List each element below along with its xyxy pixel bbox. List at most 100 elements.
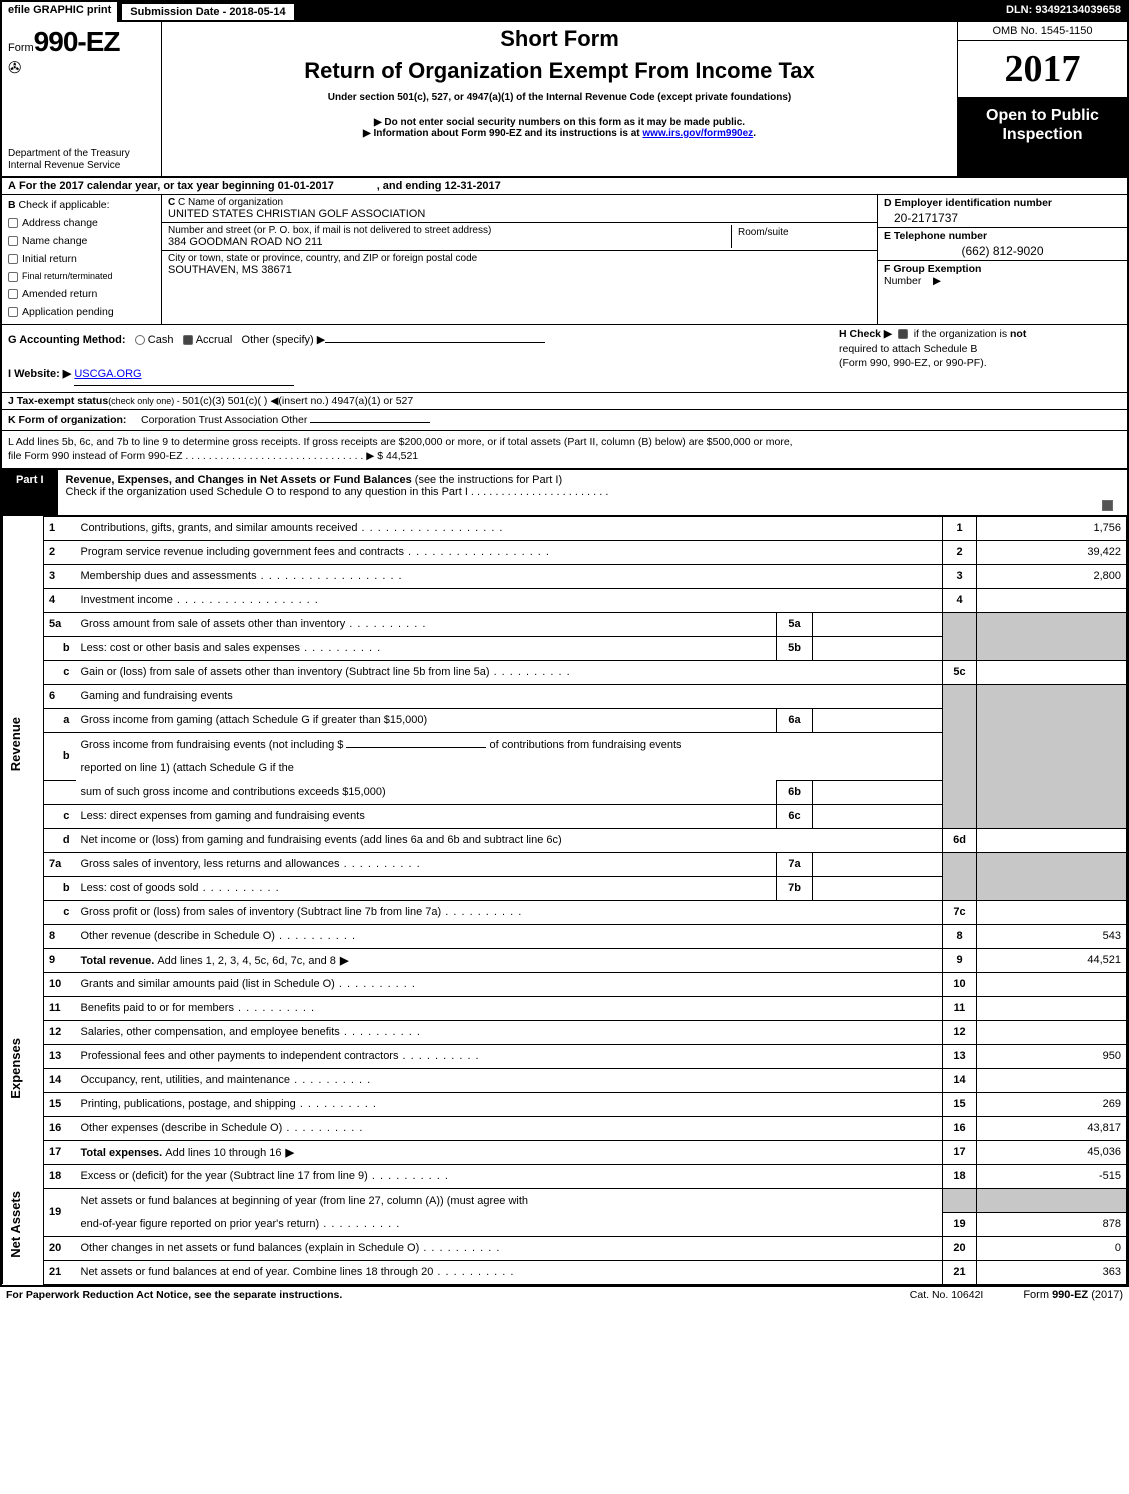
i-website-value[interactable]: USCGA.ORG — [74, 368, 141, 380]
chk-h[interactable] — [898, 329, 908, 339]
label-a: A — [8, 180, 16, 192]
line-7c-desc: Gross profit or (loss) from sales of inv… — [76, 900, 943, 924]
c-name-value: UNITED STATES CHRISTIAN GOLF ASSOCIATION — [168, 208, 871, 220]
c-city-value: SOUTHAVEN, MS 38671 — [168, 264, 871, 276]
line-20-box: 20 — [943, 1236, 977, 1260]
radio-accrual[interactable] — [183, 335, 193, 345]
line-5a-desc: Gross amount from sale of assets other t… — [76, 612, 777, 636]
section-def: D Employer identification number 20-2171… — [877, 195, 1127, 324]
c-room-label: Room/suite — [731, 225, 871, 248]
line-10-box: 10 — [943, 972, 977, 996]
line-12-amt — [977, 1020, 1127, 1044]
section-b-through-f: B Check if applicable: Address change Na… — [2, 195, 1127, 325]
line-6b-num: b — [44, 732, 76, 780]
line-19-box: 19 — [943, 1212, 977, 1236]
line-17-box: 17 — [943, 1140, 977, 1164]
line-11-desc: Benefits paid to or for members — [76, 996, 943, 1020]
chk-final-return[interactable] — [8, 272, 18, 282]
info-link[interactable]: www.irs.gov/form990ez — [642, 128, 753, 139]
line-7a-mini-val — [813, 852, 943, 876]
chk-initial-return[interactable] — [8, 254, 18, 264]
radio-cash[interactable] — [135, 335, 145, 345]
k-other-blank[interactable] — [310, 422, 430, 423]
chk-name-change[interactable] — [8, 236, 18, 246]
k-opts: Corporation Trust Association Other — [141, 414, 307, 426]
chk-address-change[interactable] — [8, 218, 18, 228]
line-4-amt — [977, 588, 1127, 612]
line-5b-desc: Less: cost or other basis and sales expe… — [76, 636, 777, 660]
top-bar: efile GRAPHIC print Submission Date - 20… — [2, 2, 1127, 22]
chk-schedule-o[interactable] — [1102, 500, 1113, 511]
line-3-num: 3 — [44, 564, 76, 588]
under-section: Under section 501(c), 527, or 4947(a)(1)… — [172, 92, 947, 103]
row-a-taxyear: A For the 2017 calendar year, or tax yea… — [2, 178, 1127, 195]
line-6a-mini: 6a — [777, 708, 813, 732]
do-not-enter: ▶ Do not enter social security numbers o… — [172, 117, 947, 128]
line-4-num: 4 — [44, 588, 76, 612]
short-form-title: Short Form — [172, 26, 947, 52]
line-14-amt — [977, 1068, 1127, 1092]
line-5b-num: b — [44, 636, 76, 660]
line-13-num: 13 — [44, 1044, 76, 1068]
line-11-box: 11 — [943, 996, 977, 1020]
line-6b-mini: 6b — [777, 780, 813, 804]
line-18-amt: -515 — [977, 1164, 1127, 1188]
line-21-box: 21 — [943, 1260, 977, 1284]
line-16-amt: 43,817 — [977, 1116, 1127, 1140]
line-21-desc: Net assets or fund balances at end of ye… — [76, 1260, 943, 1284]
form-990ez-page: efile GRAPHIC print Submission Date - 20… — [0, 0, 1129, 1287]
e-phone-value: (662) 812-9020 — [884, 244, 1121, 258]
line-3-box: 3 — [943, 564, 977, 588]
line-7a-desc: Gross sales of inventory, less returns a… — [76, 852, 777, 876]
footer-cat: Cat. No. 10642I — [910, 1289, 984, 1301]
header-left: Form990-EZ ✇ Department of the Treasury … — [2, 22, 162, 176]
line-17-num: 17 — [44, 1140, 76, 1164]
l-line2: file Form 990 instead of Form 990-EZ . .… — [8, 449, 1121, 464]
line-6b-blank[interactable] — [346, 747, 486, 748]
line-6d-amt — [977, 828, 1127, 852]
line-1-desc: Contributions, gifts, grants, and simila… — [76, 516, 943, 540]
section-b: B Check if applicable: Address change Na… — [2, 195, 162, 324]
footer-right: Form 990-EZ (2017) — [1023, 1289, 1123, 1301]
chk-app-pending[interactable] — [8, 307, 18, 317]
line-18-desc: Excess or (deficit) for the year (Subtra… — [76, 1164, 943, 1188]
side-revenue: Revenue — [3, 516, 44, 972]
line-21-num: 21 — [44, 1260, 76, 1284]
line-4-desc: Investment income — [76, 588, 943, 612]
line-2-box: 2 — [943, 540, 977, 564]
footer: For Paperwork Reduction Act Notice, see … — [0, 1287, 1129, 1303]
line-1-amt: 1,756 — [977, 516, 1127, 540]
h-box: H Check ▶ if the organization is not req… — [839, 327, 1119, 371]
line-6b-desc3: sum of such gross income and contributio… — [76, 780, 777, 804]
line-8-amt: 543 — [977, 924, 1127, 948]
line-9-num: 9 — [44, 948, 76, 972]
submission-date: Submission Date - 2018-05-14 — [121, 3, 294, 21]
line-1-num: 1 — [44, 516, 76, 540]
dept-treasury: Department of the Treasury — [8, 148, 155, 160]
opt-name-change: Name change — [22, 235, 87, 247]
line-7c-num: c — [44, 900, 76, 924]
line-19-desc2: end-of-year figure reported on prior yea… — [76, 1212, 943, 1236]
grey-6 — [943, 684, 977, 828]
h-text3: (Form 990, 990-EZ, or 990-PF). — [839, 357, 987, 369]
dept-irs: Internal Revenue Service — [8, 160, 155, 172]
chk-amended-return[interactable] — [8, 289, 18, 299]
line-5a-num: 5a — [44, 612, 76, 636]
line-18-box: 18 — [943, 1164, 977, 1188]
d-label: D Employer identification number — [884, 197, 1052, 209]
side-net-assets: Net Assets — [3, 1164, 44, 1284]
line-6-num: 6 — [44, 684, 76, 708]
c-addr-value: 384 GOODMAN ROAD NO 211 — [168, 236, 731, 248]
line-15-num: 15 — [44, 1092, 76, 1116]
return-title: Return of Organization Exempt From Incom… — [172, 58, 947, 84]
line-1-box: 1 — [943, 516, 977, 540]
l-line1: L Add lines 5b, 6c, and 7b to line 9 to … — [8, 435, 1121, 450]
row-l: L Add lines 5b, 6c, and 7b to line 9 to … — [2, 431, 1127, 470]
line-10-num: 10 — [44, 972, 76, 996]
g-other-blank[interactable] — [325, 342, 545, 343]
line-5b-mini-val — [813, 636, 943, 660]
treasury-seal-icon: ✇ — [8, 58, 155, 78]
d-ein-value: 20-2171737 — [884, 211, 1121, 225]
line-6-desc: Gaming and fundraising events — [76, 684, 943, 708]
line-3-amt: 2,800 — [977, 564, 1127, 588]
